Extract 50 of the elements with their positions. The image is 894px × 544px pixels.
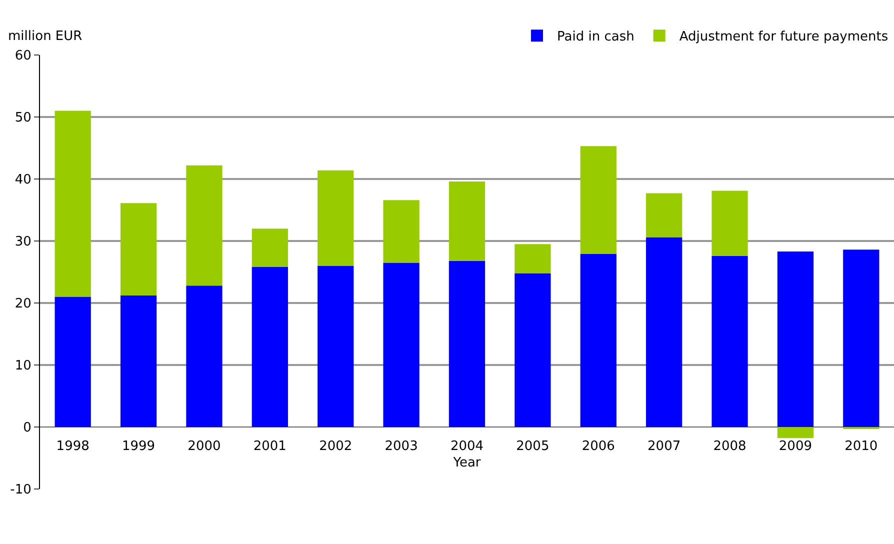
legend-label: Paid in cash <box>557 30 634 45</box>
bar <box>318 266 354 427</box>
bar <box>186 286 222 427</box>
bar <box>383 262 420 427</box>
x-tick-label: 1998 <box>56 439 90 454</box>
x-tick-label: 2008 <box>713 439 746 454</box>
bar <box>252 267 288 427</box>
bar <box>646 193 682 238</box>
y-tick-label: 10 <box>14 358 32 374</box>
bar <box>843 250 880 427</box>
bar <box>54 296 91 427</box>
bar <box>580 146 616 254</box>
y-tick-label: 20 <box>14 296 32 312</box>
x-tick-label: 2004 <box>450 439 484 454</box>
y-axis-title: million EUR <box>8 29 82 44</box>
x-tick-label: 2010 <box>844 439 878 454</box>
x-axis-title: Year <box>452 456 482 471</box>
x-tick-label: 2000 <box>188 439 221 454</box>
bar <box>777 427 814 438</box>
x-tick-label: 2006 <box>582 439 615 454</box>
bar <box>514 244 551 274</box>
y-tick-label: 40 <box>14 172 32 188</box>
bar <box>318 170 354 266</box>
x-tick-label: 2003 <box>384 439 418 454</box>
bar <box>120 296 157 427</box>
y-tick-label: 60 <box>14 48 32 64</box>
bar <box>448 260 486 427</box>
x-tick-label: 2007 <box>648 439 681 454</box>
bar <box>54 110 91 297</box>
bar <box>646 237 682 427</box>
legend-label: Adjustment for future payments <box>679 30 888 45</box>
bar <box>383 200 420 263</box>
bar <box>448 181 486 261</box>
x-tick-label: 2002 <box>319 439 352 454</box>
bar <box>186 165 222 286</box>
x-tick-label: 1999 <box>122 439 156 454</box>
y-tick-label: -10 <box>10 482 32 498</box>
bar <box>580 254 616 427</box>
bar <box>712 190 748 256</box>
bar <box>777 252 814 427</box>
y-tick-label: 50 <box>14 110 32 126</box>
y-tick-label: 30 <box>14 234 32 250</box>
x-tick-label: 2005 <box>516 439 550 454</box>
bar <box>120 203 157 296</box>
bar <box>514 273 551 427</box>
bar <box>252 228 288 268</box>
y-tick-label: 0 <box>23 420 32 436</box>
x-tick-label: 2009 <box>778 439 812 454</box>
bar <box>712 256 748 427</box>
x-tick-label: 2001 <box>253 439 286 454</box>
